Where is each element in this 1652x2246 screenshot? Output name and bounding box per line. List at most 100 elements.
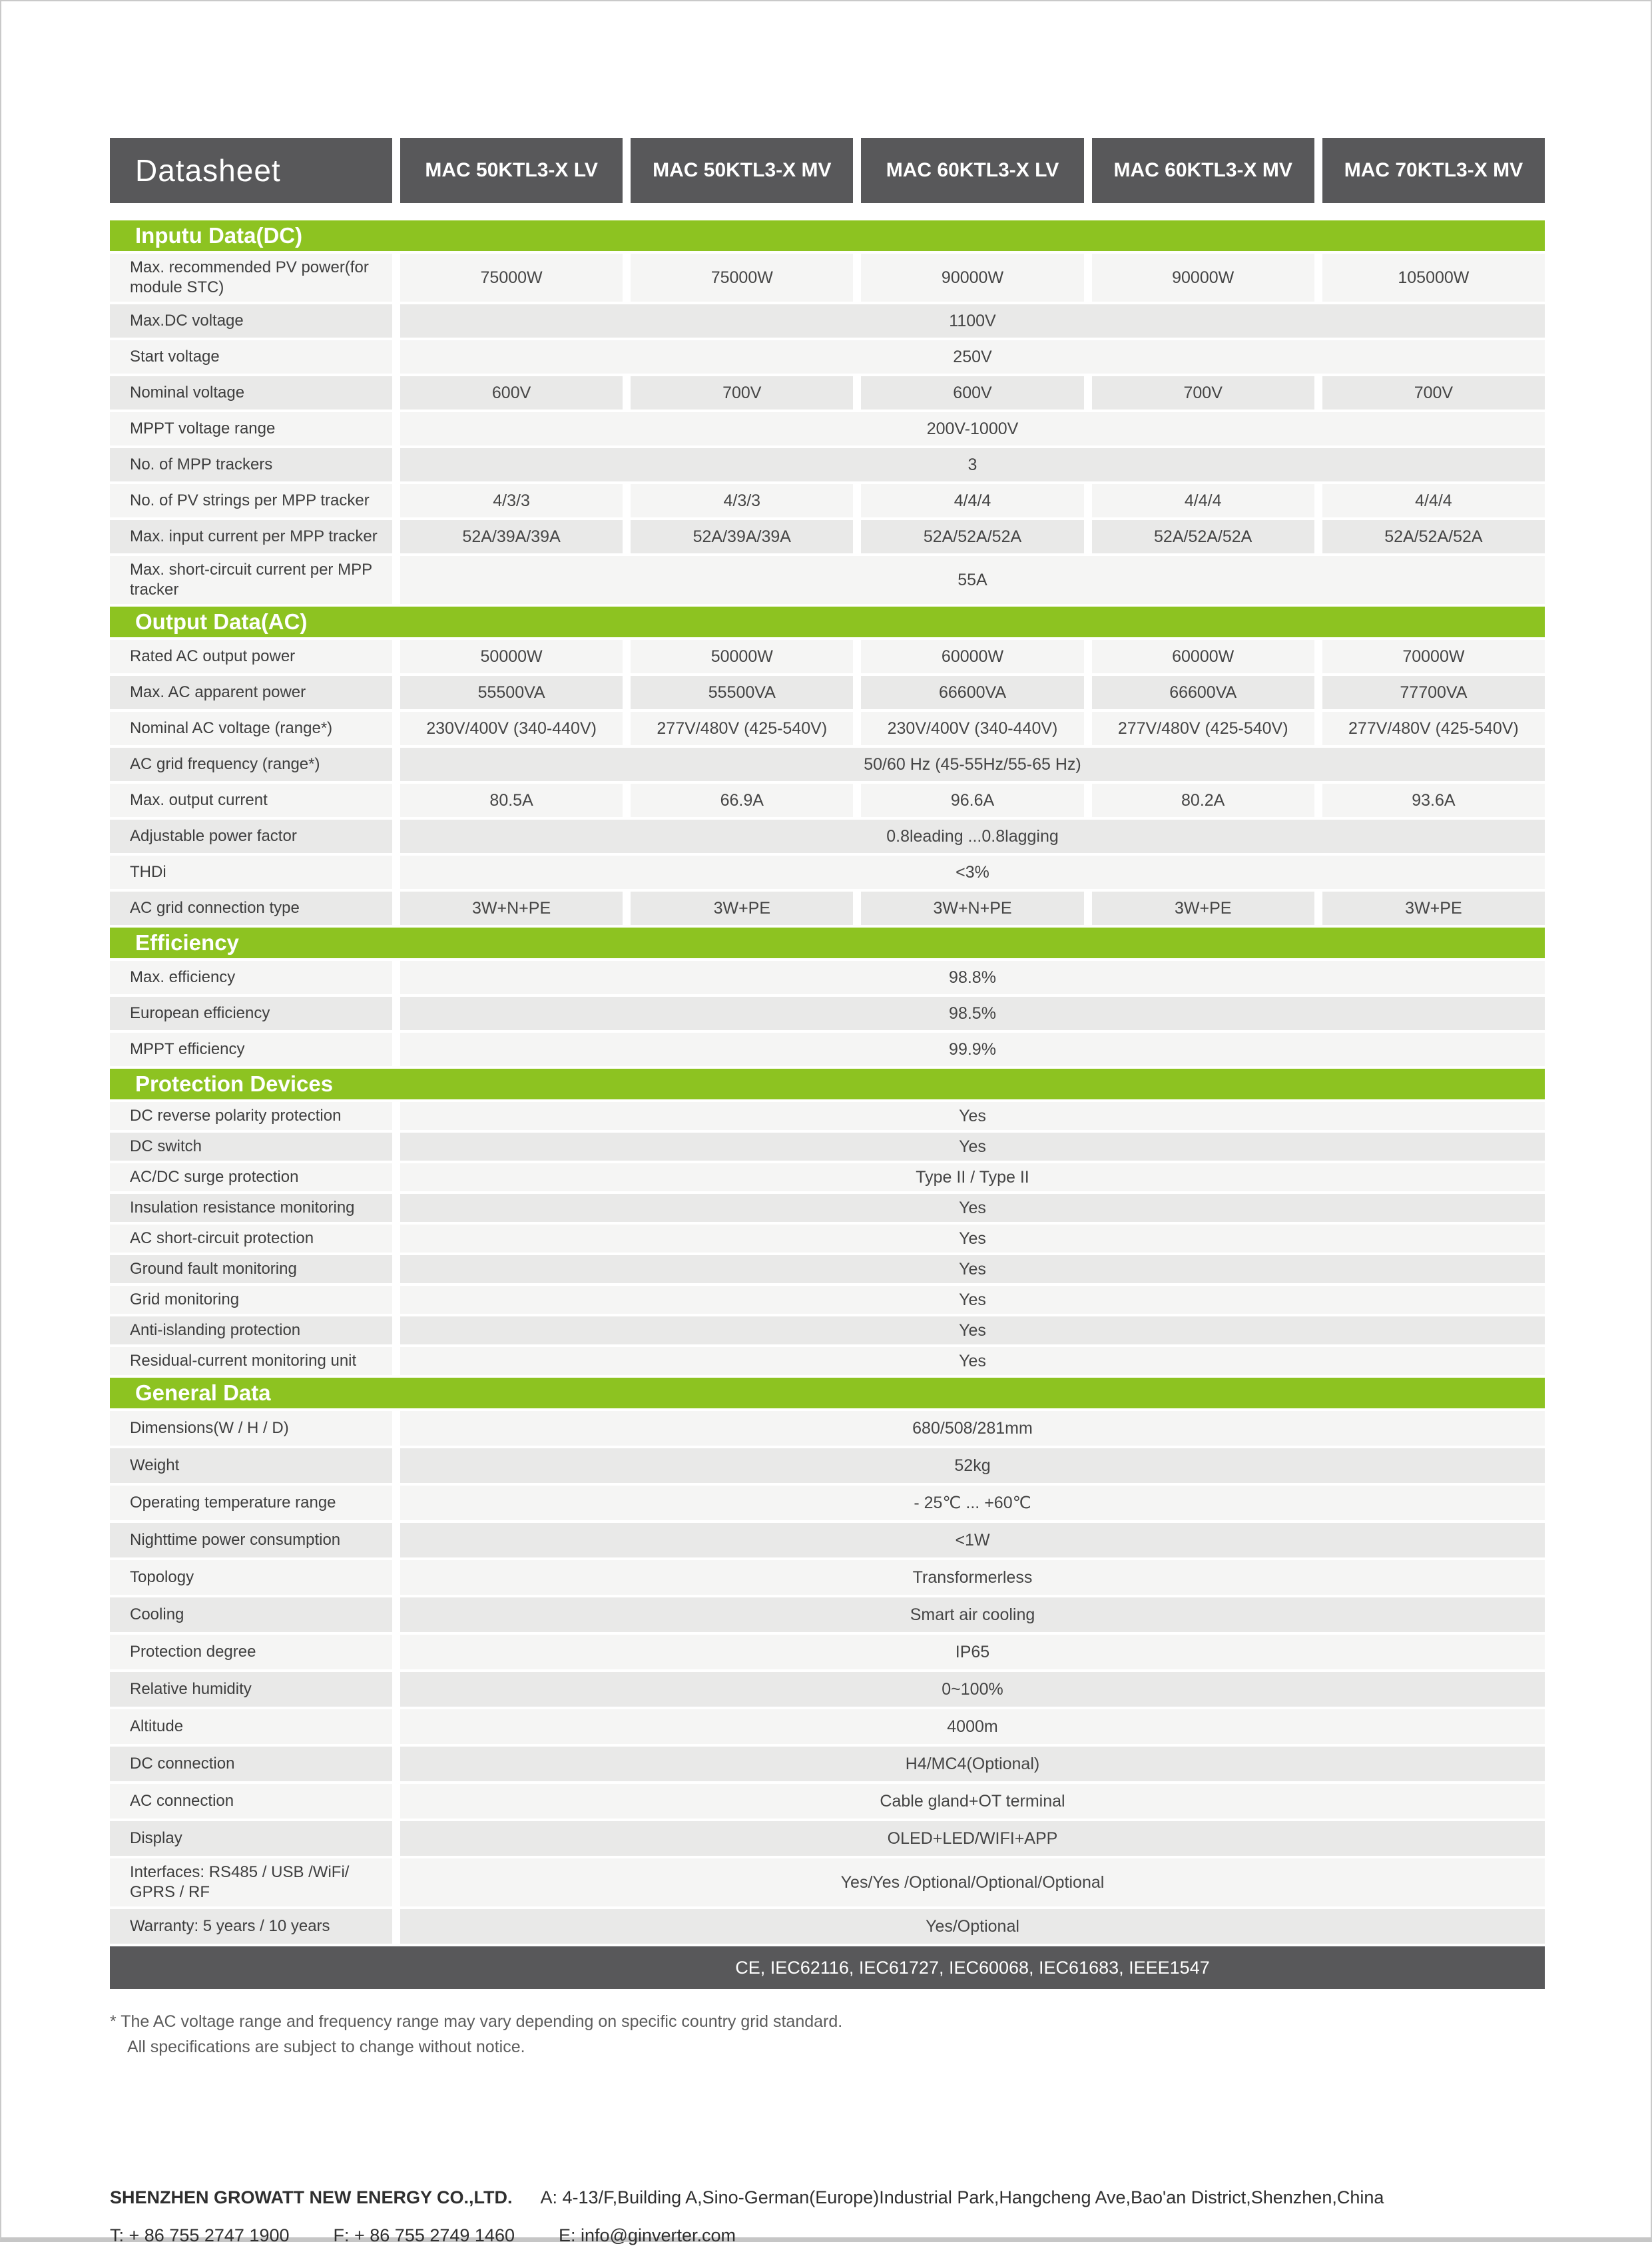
value-cell-span: 99.9% bbox=[400, 1033, 1545, 1066]
value-cell: 600V bbox=[400, 376, 623, 410]
email-address: E: info@ginverter.com bbox=[558, 2225, 736, 2245]
row-label: No. of MPP trackers bbox=[110, 448, 392, 481]
table-row: Insulation resistance monitoring Yes bbox=[110, 1194, 1545, 1222]
value-cell-span: Yes bbox=[400, 1133, 1545, 1161]
value-cell: 230V/400V (340-440V) bbox=[400, 712, 623, 745]
value-cell: 700V bbox=[631, 376, 854, 410]
value-cell-span: 98.8% bbox=[400, 961, 1545, 994]
table-row: Residual-current monitoring unit Yes bbox=[110, 1347, 1545, 1375]
value-cell: 3W+N+PE bbox=[861, 892, 1084, 925]
table-row: European efficiency 98.5% bbox=[110, 997, 1545, 1030]
table-row: Relative humidity 0~100% bbox=[110, 1672, 1545, 1707]
row-label: Protection degree bbox=[110, 1635, 392, 1669]
table-row: Warranty: 5 years / 10 years Yes/Optional bbox=[110, 1909, 1545, 1944]
spec-sections: Inputu Data(DC) Max. recommended PV power… bbox=[110, 220, 1545, 1944]
footnote-line-2: All specifications are subject to change… bbox=[127, 2038, 525, 2056]
datasheet-table: Datasheet MAC 50KTL3-X LV MAC 50KTL3-X MV… bbox=[110, 138, 1545, 2246]
value-cell: 75000W bbox=[631, 254, 854, 302]
row-label: Nominal AC voltage (range*) bbox=[110, 712, 392, 745]
footnote: * The AC voltage range and frequency ran… bbox=[110, 2009, 1545, 2060]
table-row: Topology Transformerless bbox=[110, 1560, 1545, 1595]
row-label: Adjustable power factor bbox=[110, 820, 392, 853]
row-label: Altitude bbox=[110, 1709, 392, 1744]
row-label: MPPT efficiency bbox=[110, 1033, 392, 1066]
value-cell: 66600VA bbox=[1091, 676, 1314, 709]
table-row: Max. input current per MPP tracker 52A/39… bbox=[110, 520, 1545, 553]
table-row: DC connection H4/MC4(Optional) bbox=[110, 1747, 1545, 1781]
value-cell: 52A/52A/52A bbox=[1322, 520, 1545, 553]
value-cell: 70000W bbox=[1322, 640, 1545, 673]
model-header: MAC 50KTL3-X LV bbox=[400, 138, 623, 203]
value-cell-span: Yes bbox=[400, 1102, 1545, 1130]
section-header: Efficiency bbox=[110, 928, 1545, 958]
table-row: Altitude 4000m bbox=[110, 1709, 1545, 1744]
value-cell: 55500VA bbox=[631, 676, 854, 709]
value-cell: 55500VA bbox=[400, 676, 623, 709]
page-title: Datasheet bbox=[110, 138, 392, 203]
value-cell-span: 0.8leading ...0.8lagging bbox=[400, 820, 1545, 853]
model-header: MAC 70KTL3-X MV bbox=[1322, 138, 1545, 203]
value-cell: 277V/480V (425-540V) bbox=[631, 712, 854, 745]
row-label: Start voltage bbox=[110, 340, 392, 374]
value-cell-span: Yes bbox=[400, 1194, 1545, 1222]
section-header: Inputu Data(DC) bbox=[110, 220, 1545, 251]
value-cell: 4/4/4 bbox=[1322, 484, 1545, 517]
value-cell: 3W+PE bbox=[1091, 892, 1314, 925]
value-cell: 50000W bbox=[631, 640, 854, 673]
table-row: Max. efficiency 98.8% bbox=[110, 961, 1545, 994]
value-cell-span: <1W bbox=[400, 1523, 1545, 1557]
row-label: Warranty: 5 years / 10 years bbox=[110, 1909, 392, 1944]
row-label: Nighttime power consumption bbox=[110, 1523, 392, 1557]
section-title: Efficiency bbox=[135, 930, 239, 955]
row-label: Max. input current per MPP tracker bbox=[110, 520, 392, 553]
value-cell-span: <3% bbox=[400, 856, 1545, 889]
header-gap bbox=[110, 203, 1545, 220]
row-label: Dimensions(W / H / D) bbox=[110, 1411, 392, 1446]
value-cell: 700V bbox=[1322, 376, 1545, 410]
value-cell: 277V/480V (425-540V) bbox=[1091, 712, 1314, 745]
row-label: Operating temperature range bbox=[110, 1486, 392, 1520]
table-row: THDi <3% bbox=[110, 856, 1545, 889]
section-title: General Data bbox=[135, 1380, 271, 1405]
value-cell: 77700VA bbox=[1322, 676, 1545, 709]
company-address: A: 4-13/F,Building A,Sino-German(Europe)… bbox=[540, 2187, 1384, 2207]
row-label: Residual-current monitoring unit bbox=[110, 1347, 392, 1375]
row-label: Max. short-circuit current per MPP track… bbox=[110, 556, 392, 604]
value-cell: 80.2A bbox=[1091, 784, 1314, 817]
value-cell-span: Cable gland+OT terminal bbox=[400, 1784, 1545, 1819]
value-cell: 80.5A bbox=[400, 784, 623, 817]
table-row: Start voltage 250V bbox=[110, 340, 1545, 374]
value-cell-span: 50/60 Hz (45-55Hz/55-65 Hz) bbox=[400, 748, 1545, 781]
section-title: Protection Devices bbox=[135, 1071, 334, 1096]
value-cell-span: - 25℃ ... +60℃ bbox=[400, 1486, 1545, 1520]
value-cell: 277V/480V (425-540V) bbox=[1322, 712, 1545, 745]
table-row: Max. short-circuit current per MPP track… bbox=[110, 556, 1545, 604]
value-cell-span: 3 bbox=[400, 448, 1545, 481]
table-row: Interfaces: RS485 / USB /WiFi/ GPRS / RF… bbox=[110, 1858, 1545, 1906]
value-cell-span: Smart air cooling bbox=[400, 1597, 1545, 1632]
company-name: SHENZHEN GROWATT NEW ENERGY CO.,LTD. bbox=[110, 2187, 513, 2207]
value-cell-span: Transformerless bbox=[400, 1560, 1545, 1595]
value-cell: 230V/400V (340-440V) bbox=[861, 712, 1084, 745]
value-cell: 52A/39A/39A bbox=[400, 520, 623, 553]
model-header: MAC 60KTL3-X LV bbox=[861, 138, 1084, 203]
value-cell: 4/4/4 bbox=[861, 484, 1084, 517]
value-cell-span: Yes bbox=[400, 1347, 1545, 1375]
table-row: AC grid frequency (range*) 50/60 Hz (45-5… bbox=[110, 748, 1545, 781]
row-label: Anti-islanding protection bbox=[110, 1316, 392, 1344]
row-label: Grid monitoring bbox=[110, 1286, 392, 1314]
certifications-bar: CE, IEC62116, IEC61727, IEC60068, IEC616… bbox=[110, 1946, 1545, 1989]
value-cell-span: 55A bbox=[400, 556, 1545, 604]
table-header-row: Datasheet MAC 50KTL3-X LV MAC 50KTL3-X MV… bbox=[110, 138, 1545, 203]
table-row: Ground fault monitoring Yes bbox=[110, 1255, 1545, 1283]
table-row: MPPT voltage range 200V-1000V bbox=[110, 412, 1545, 445]
value-cell-span: Yes/Yes /Optional/Optional/Optional bbox=[400, 1858, 1545, 1906]
table-row: Weight 52kg bbox=[110, 1448, 1545, 1483]
row-label: Cooling bbox=[110, 1597, 392, 1632]
table-row: Adjustable power factor 0.8leading ...0.8… bbox=[110, 820, 1545, 853]
value-cell-span: 200V-1000V bbox=[400, 412, 1545, 445]
value-cell-span: Yes bbox=[400, 1286, 1545, 1314]
table-row: Display OLED+LED/WIFI+APP bbox=[110, 1821, 1545, 1856]
section-title: Output Data(AC) bbox=[135, 609, 308, 634]
